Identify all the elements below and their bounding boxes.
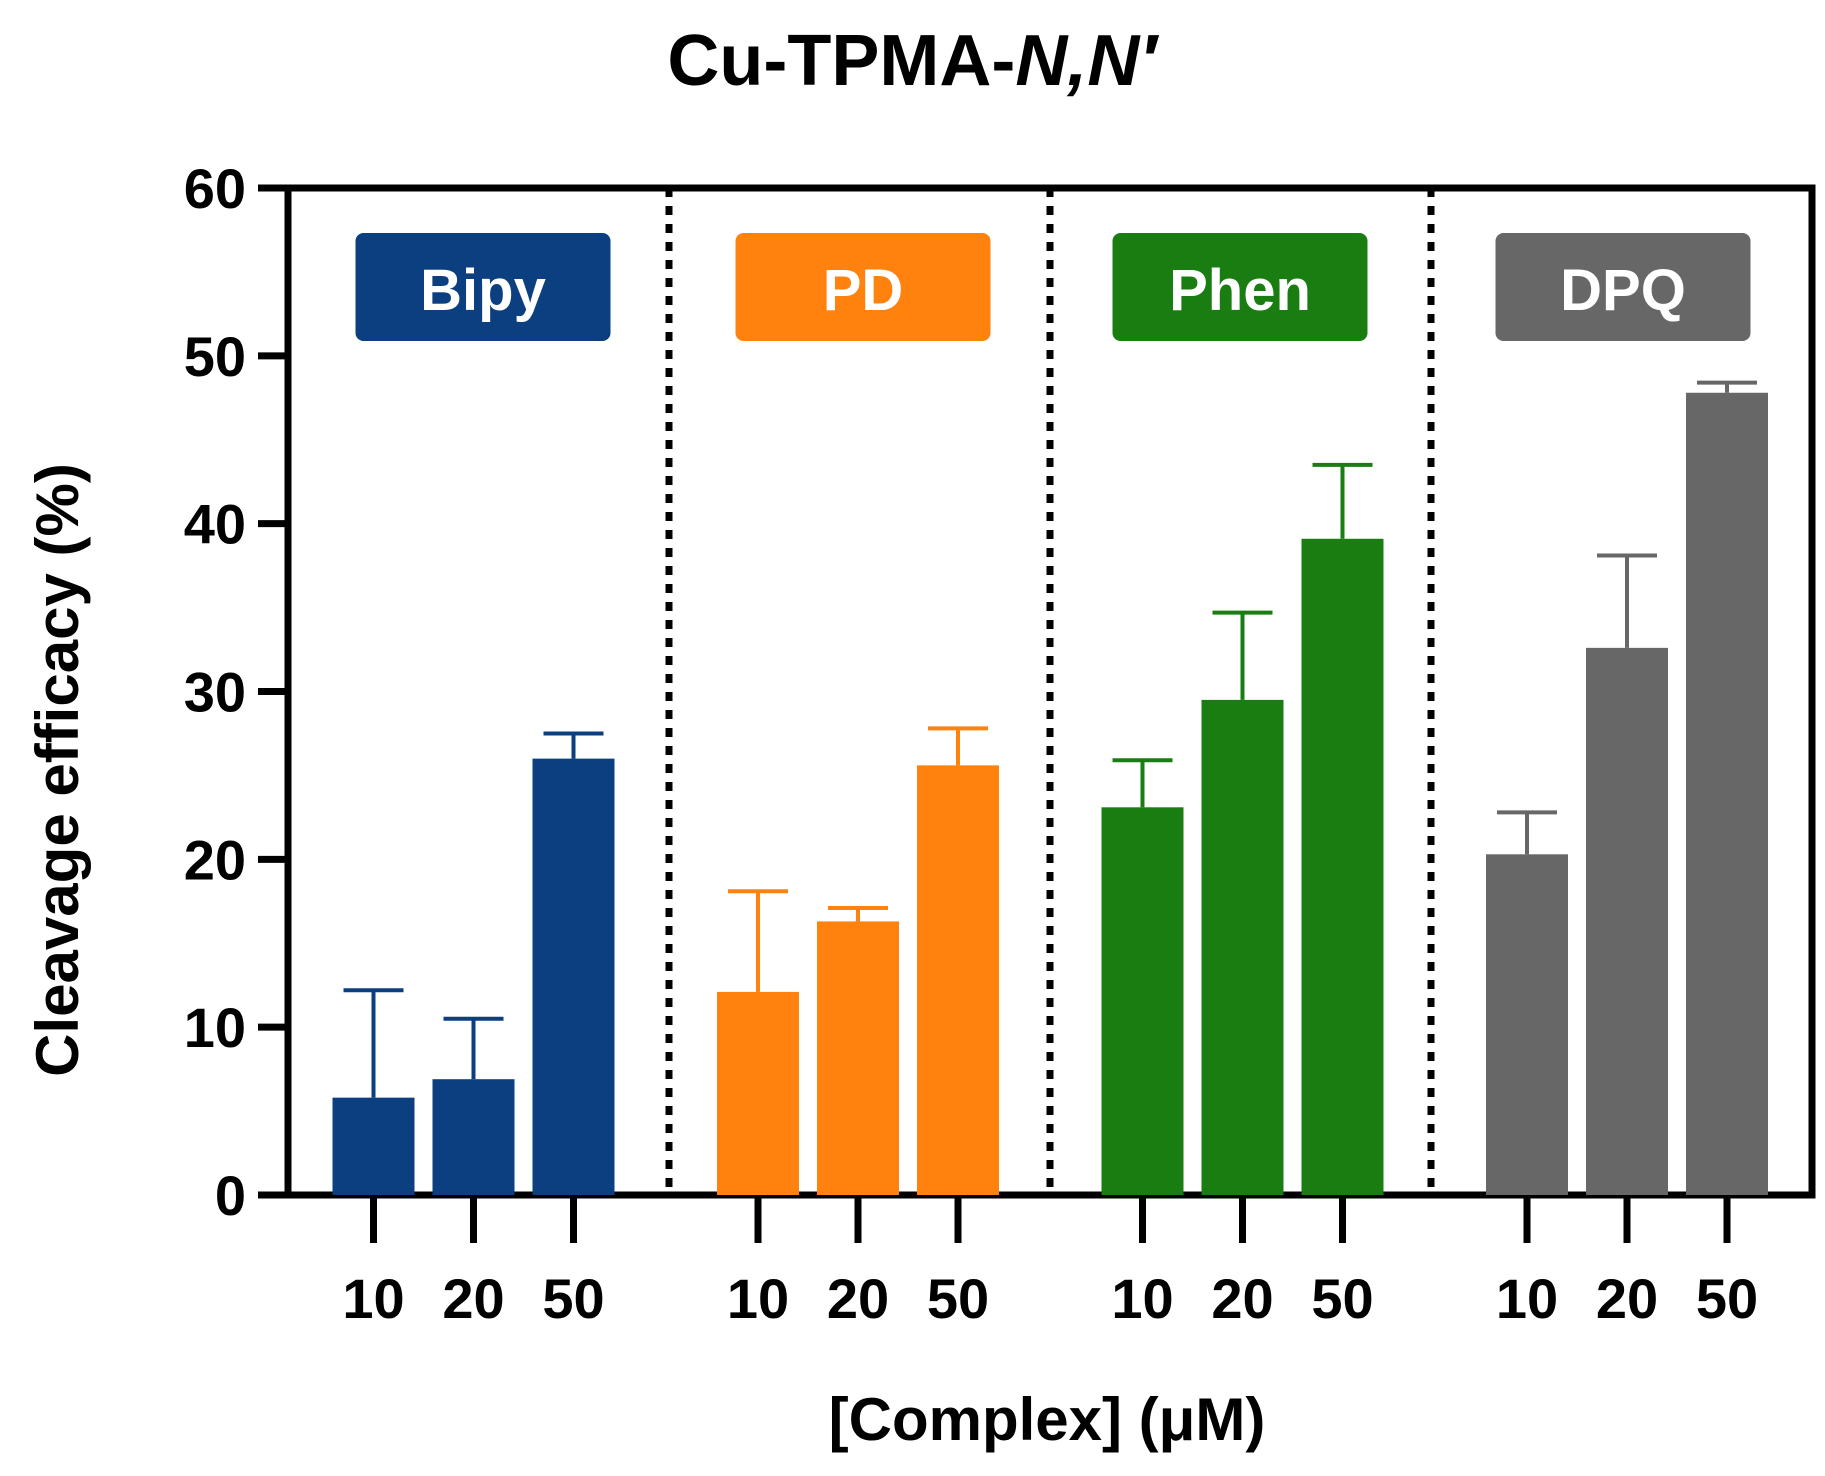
y-tick-label: 30 <box>184 661 246 724</box>
group-label-badge <box>355 233 611 341</box>
x-tick-label: 20 <box>1596 1267 1658 1330</box>
x-tick-label: 10 <box>1496 1267 1558 1330</box>
y-tick-label: 40 <box>184 493 246 556</box>
group-label-badge <box>1495 233 1751 341</box>
group-label: DPQ <box>1560 258 1686 323</box>
bar <box>717 991 799 1195</box>
y-tick-label: 60 <box>184 157 246 220</box>
y-axis-label: Cleavage efficacy (%) <box>24 463 91 1077</box>
y-tick-label: 20 <box>184 828 246 891</box>
y-tick-label: 50 <box>184 325 246 388</box>
x-tick-label: 50 <box>542 1267 604 1330</box>
x-axis-label: [Complex] (μM) <box>829 1386 1266 1453</box>
x-tick-label: 50 <box>1311 1267 1373 1330</box>
bar <box>1686 392 1768 1195</box>
x-tick-label: 10 <box>342 1267 404 1330</box>
x-tick-label: 20 <box>827 1267 889 1330</box>
bar <box>1586 647 1668 1195</box>
bar <box>1486 854 1568 1195</box>
y-tick-label: 10 <box>184 996 246 1059</box>
bar <box>532 758 615 1195</box>
group-label: PD <box>823 258 904 323</box>
group-label: Phen <box>1169 258 1311 323</box>
group-label-badge <box>1112 233 1368 341</box>
bar <box>817 921 899 1195</box>
group-label-badge <box>735 233 991 341</box>
x-tick-label: 10 <box>727 1267 789 1330</box>
bar <box>1201 699 1284 1195</box>
x-tick-label: 50 <box>1696 1267 1758 1330</box>
group-label: Bipy <box>420 258 546 323</box>
chart-title: Cu-TPMA-N,N′ <box>667 21 1159 101</box>
x-tick-label: 10 <box>1111 1267 1173 1330</box>
y-tick-label: 0 <box>215 1164 246 1227</box>
bar <box>917 765 999 1195</box>
x-tick-label: 50 <box>927 1267 989 1330</box>
bar <box>432 1079 515 1195</box>
bar <box>1101 807 1184 1195</box>
bar <box>1301 538 1384 1195</box>
x-tick-label: 20 <box>442 1267 504 1330</box>
bar <box>332 1097 415 1195</box>
plot-area: 0 10 20 30 40 50 60 Bipy 10 20 50 PD 10 20 50 Phen 10 20 5… <box>184 157 1816 1330</box>
x-tick-label: 20 <box>1211 1267 1273 1330</box>
